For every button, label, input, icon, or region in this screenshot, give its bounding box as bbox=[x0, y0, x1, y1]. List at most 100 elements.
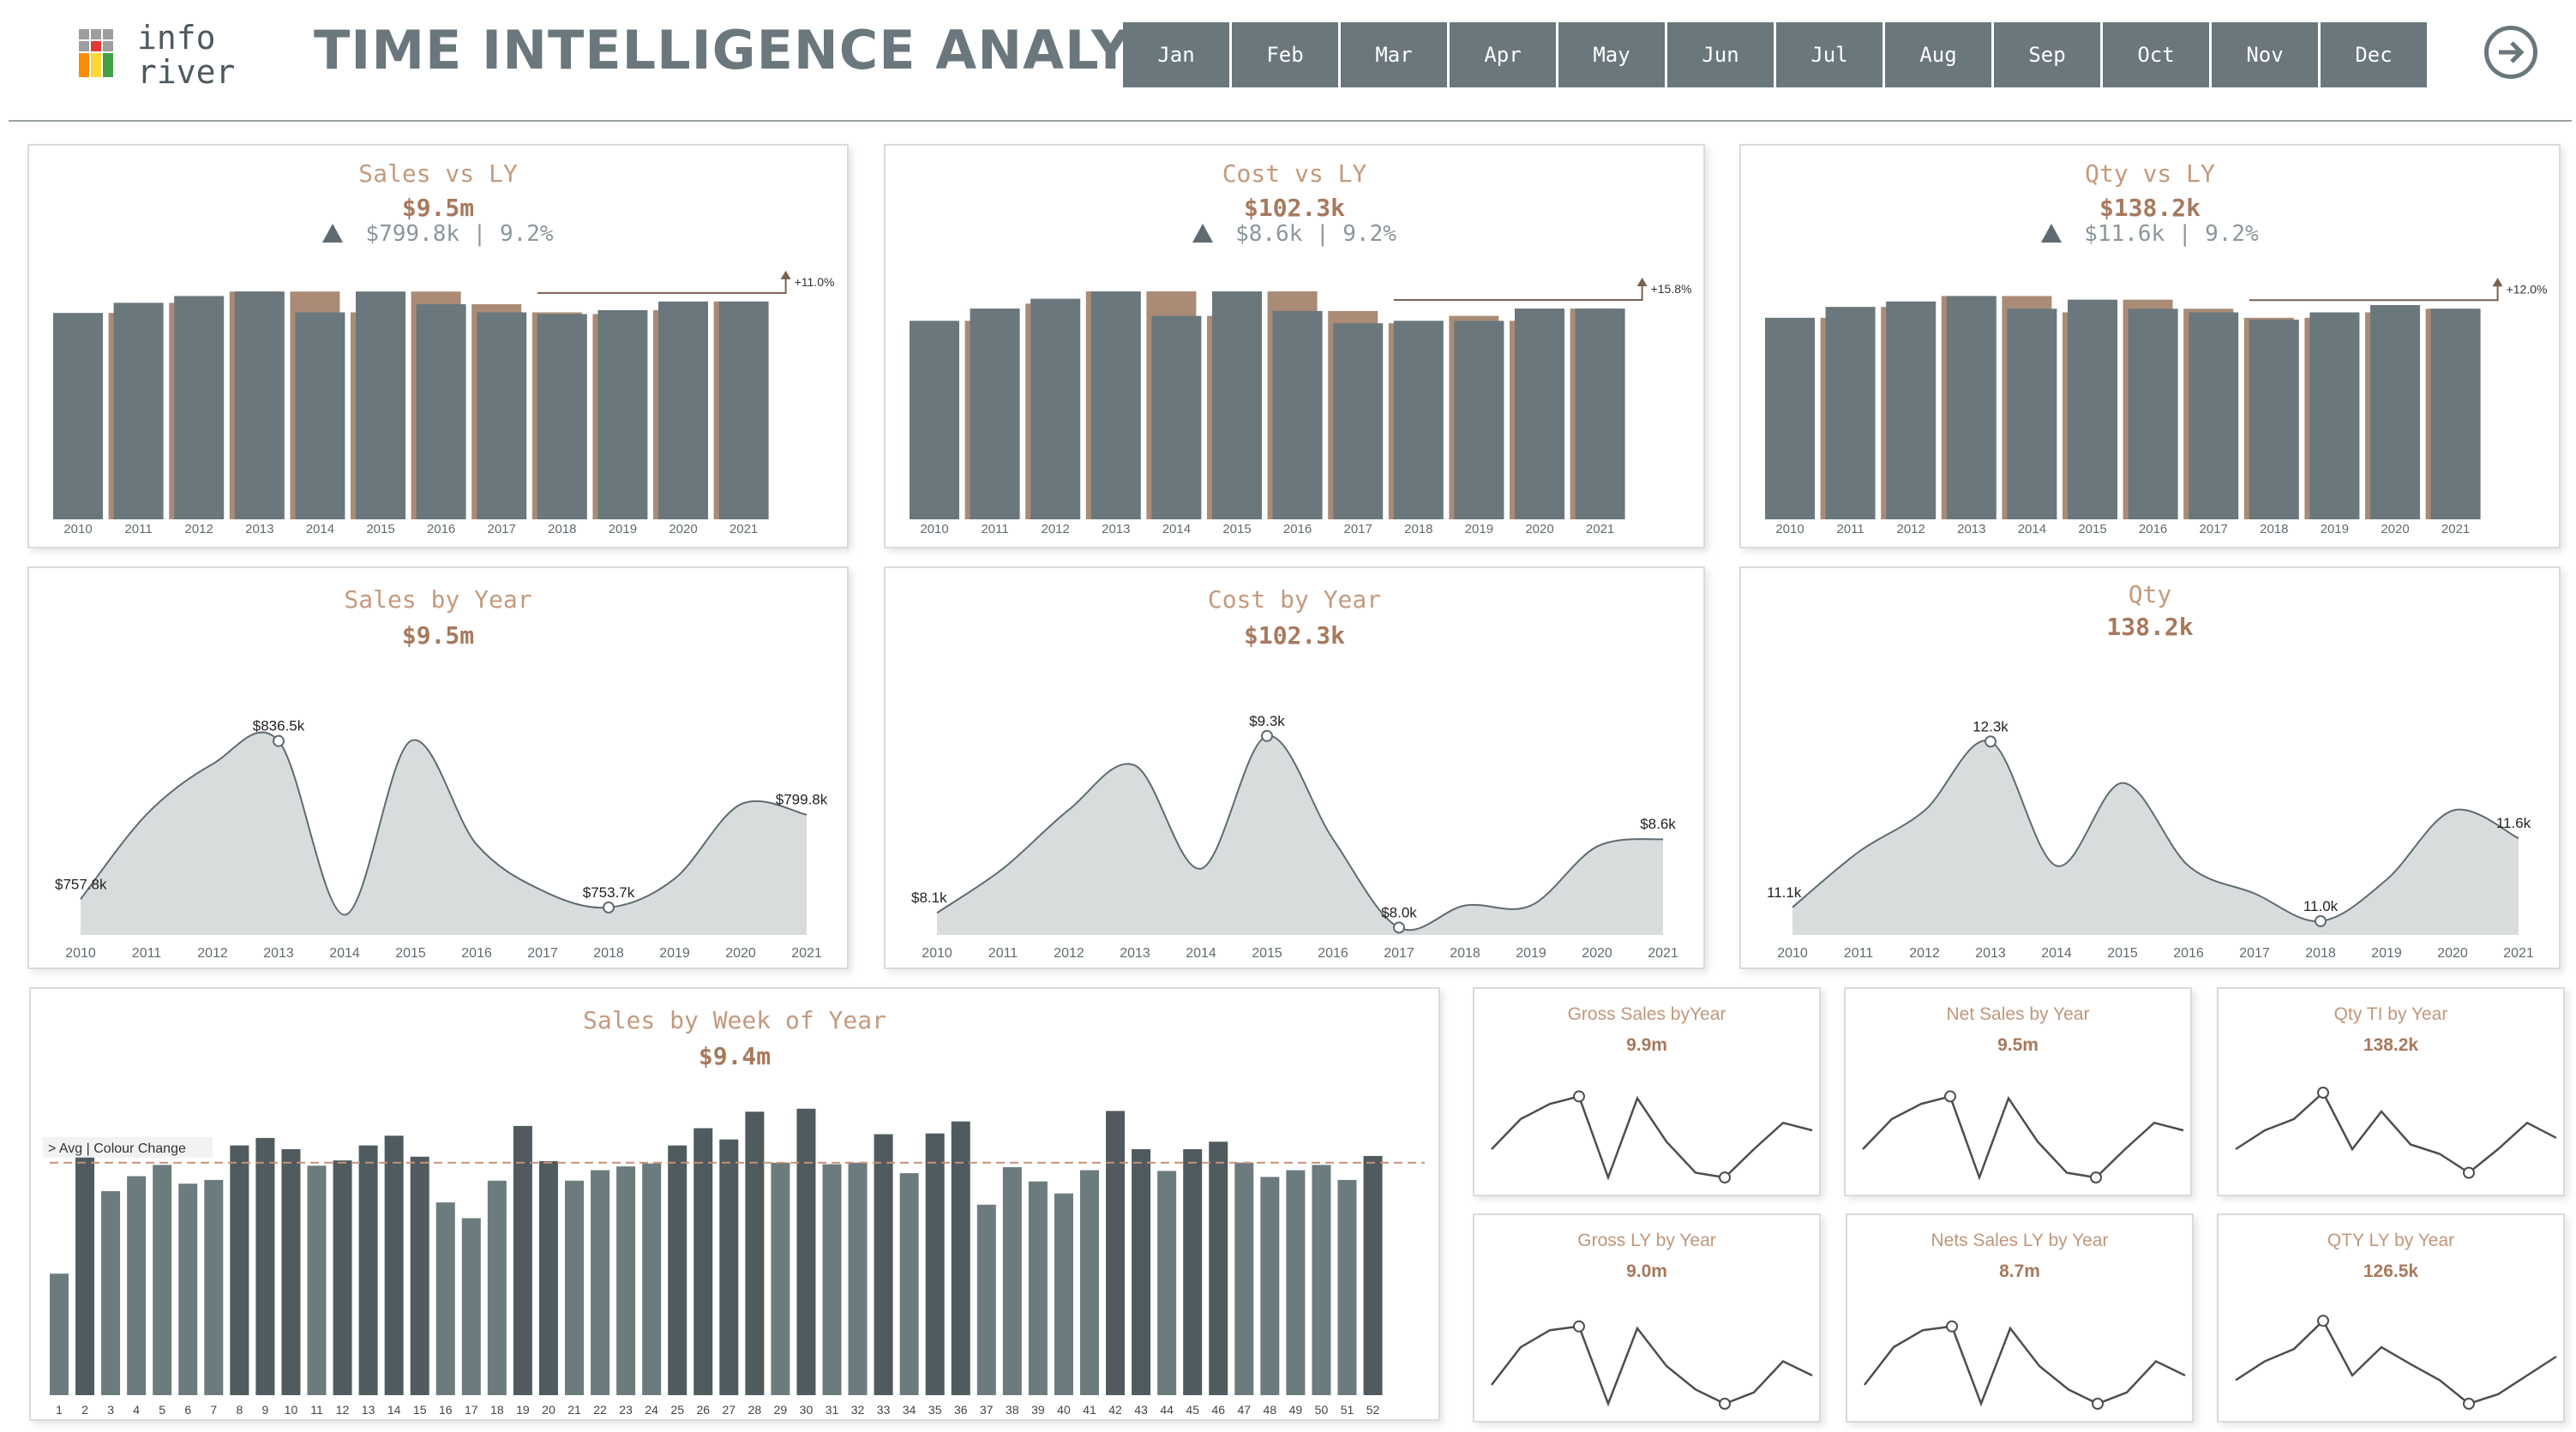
x-tick-label: 2021 bbox=[791, 946, 822, 961]
x-tick-label: 8 bbox=[236, 1403, 243, 1417]
net-sales-by-year-panel: Net Sales by Year 9.5m bbox=[1844, 987, 2192, 1196]
x-tick-label: 2019 bbox=[2321, 522, 2349, 536]
month-button-dec[interactable]: Dec bbox=[2321, 22, 2427, 87]
x-tick-label: 2010 bbox=[63, 522, 92, 536]
x-tick-label: 2011 bbox=[132, 946, 162, 961]
panel-title: Nets Sales LY by Year bbox=[1930, 1231, 2109, 1250]
x-tick-label: 2019 bbox=[609, 522, 637, 536]
cy-bar bbox=[658, 301, 708, 519]
month-button-nov[interactable]: Nov bbox=[2212, 22, 2318, 87]
qty-ly-sparkline bbox=[2235, 1315, 2557, 1410]
point-marker bbox=[1573, 1320, 1585, 1333]
week-bar bbox=[204, 1179, 224, 1395]
cy-bar bbox=[2007, 309, 2057, 519]
x-tick-label: 2021 bbox=[1586, 522, 1614, 536]
cy-bar bbox=[2068, 299, 2117, 519]
point-marker bbox=[1946, 1320, 1958, 1333]
sparkline bbox=[1862, 1094, 2184, 1181]
week-bar bbox=[1002, 1167, 1022, 1395]
panel-variance: $799.8k | 9.2% bbox=[29, 221, 847, 247]
area-line bbox=[1792, 740, 2519, 922]
month-button-mar[interactable]: Mar bbox=[1341, 22, 1447, 87]
x-tick-label: 2013 bbox=[1102, 522, 1130, 536]
week-bar bbox=[1080, 1170, 1099, 1395]
month-button-jun[interactable]: Jun bbox=[1667, 22, 1774, 87]
x-tick-label: 2014 bbox=[1162, 522, 1191, 536]
x-tick-label: 9 bbox=[262, 1403, 269, 1417]
cost-vs-ly-chart: 2010 2011 2012 2013 2014 2015 2016 2017 2018 2019… bbox=[910, 278, 1691, 536]
week-bar bbox=[50, 1273, 69, 1395]
month-button-oct[interactable]: Oct bbox=[2103, 22, 2209, 87]
x-tick-label: 20 bbox=[542, 1403, 555, 1417]
week-bar bbox=[410, 1156, 429, 1395]
month-button-jul[interactable]: Jul bbox=[1776, 22, 1882, 87]
x-tick-label: 48 bbox=[1264, 1403, 1277, 1417]
x-tick-label: 2011 bbox=[124, 522, 152, 536]
delta-bracket bbox=[1393, 281, 1643, 302]
cy-bar bbox=[1575, 309, 1625, 519]
panel-value: 8.7m bbox=[1999, 1261, 2040, 1281]
infoviver-logo bbox=[79, 24, 233, 84]
week-bar bbox=[1183, 1149, 1203, 1395]
x-tick-label: 2010 bbox=[1775, 522, 1804, 536]
x-tick-label: 49 bbox=[1289, 1403, 1303, 1417]
up-triangle-icon bbox=[322, 224, 344, 243]
x-tick-label: 2019 bbox=[659, 946, 690, 961]
delta-label: +12.0% bbox=[2507, 282, 2548, 296]
x-tick-label: 15 bbox=[413, 1403, 427, 1417]
week-bar bbox=[1286, 1170, 1306, 1395]
point-marker bbox=[603, 901, 615, 914]
month-button-feb[interactable]: Feb bbox=[1232, 22, 1338, 87]
week-bar bbox=[771, 1162, 790, 1395]
month-button-jan[interactable]: Jan bbox=[1123, 22, 1229, 87]
x-tick-label: 10 bbox=[285, 1403, 298, 1417]
logo-text: info river bbox=[137, 21, 235, 89]
month-button-sep[interactable]: Sep bbox=[1994, 22, 2100, 87]
month-button-apr[interactable]: Apr bbox=[1450, 22, 1556, 87]
panel-value: $102.3k bbox=[1243, 621, 1345, 650]
x-tick-label: 2014 bbox=[2018, 522, 2046, 536]
x-tick-label: 28 bbox=[748, 1403, 762, 1417]
point-marker bbox=[1719, 1171, 1731, 1183]
panel-title: Qty vs LY bbox=[2085, 159, 2215, 188]
data-label: 11.0k bbox=[2303, 898, 2339, 914]
x-tick-label: 2018 bbox=[548, 522, 576, 536]
month-button-aug[interactable]: Aug bbox=[1885, 22, 1991, 87]
x-tick-label: 2019 bbox=[2371, 946, 2402, 961]
x-tick-label: 2014 bbox=[1186, 946, 1216, 961]
gross-ly-by-year-panel: Gross LY by Year 9.0m bbox=[1473, 1213, 1821, 1423]
x-tick-label: 2021 bbox=[2503, 946, 2534, 961]
x-tick-label: 2018 bbox=[1404, 522, 1432, 536]
cy-bar bbox=[1886, 301, 1937, 519]
cy-bar bbox=[1151, 315, 1202, 519]
x-tick-label: 2015 bbox=[1222, 522, 1251, 536]
x-tick-label: 2013 bbox=[1957, 522, 1985, 536]
point-marker bbox=[2092, 1398, 2104, 1410]
x-tick-label: 2016 bbox=[2139, 522, 2167, 536]
x-tick-label: 2019 bbox=[1516, 946, 1546, 961]
point-marker bbox=[2315, 914, 2327, 927]
month-button-may[interactable]: May bbox=[1558, 22, 1665, 87]
next-page-button[interactable] bbox=[2484, 26, 2537, 79]
week-bar bbox=[1363, 1155, 1383, 1395]
week-bar bbox=[281, 1149, 301, 1395]
x-tick-label: 2010 bbox=[922, 946, 952, 961]
page-title: TIME INTELLIGENCE ANALYSIS bbox=[314, 19, 1230, 81]
point-marker bbox=[1261, 729, 1273, 742]
x-tick-label: 32 bbox=[851, 1403, 865, 1417]
week-bar bbox=[925, 1133, 945, 1395]
point-marker bbox=[2463, 1166, 2475, 1179]
x-tick-label: 46 bbox=[1211, 1403, 1225, 1417]
panel-title: Qty TI by Year bbox=[2333, 1004, 2448, 1024]
up-triangle-icon bbox=[1192, 224, 1214, 243]
qty-by-year-chart: 2010 2011 2012 2013 2014 2015 2016 2017 2018 2019… bbox=[1767, 718, 2534, 961]
x-tick-label: 44 bbox=[1160, 1403, 1174, 1417]
x-tick-label: 2017 bbox=[2200, 522, 2228, 536]
x-tick-label: 27 bbox=[723, 1403, 736, 1417]
up-triangle-icon bbox=[2041, 224, 2063, 243]
x-tick-label: 2014 bbox=[2041, 946, 2072, 961]
cy-bar bbox=[1765, 317, 1815, 519]
week-bar bbox=[668, 1145, 688, 1395]
panel-title: Net Sales by Year bbox=[1946, 1004, 2090, 1024]
x-tick-label: 11 bbox=[310, 1403, 323, 1417]
